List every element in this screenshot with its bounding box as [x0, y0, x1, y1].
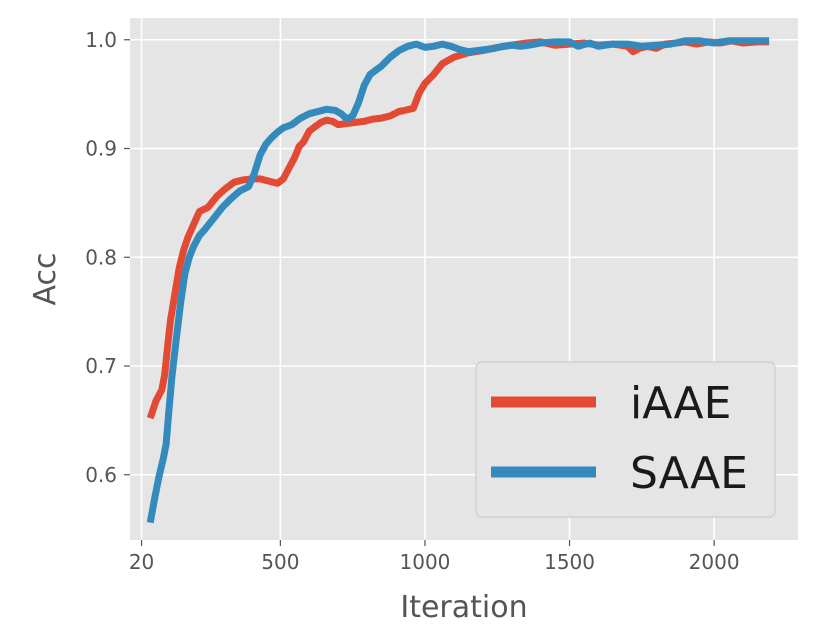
x-tick-label: 20: [129, 550, 154, 574]
y-axis-label: Acc: [28, 253, 63, 306]
y-tick-label: 0.9: [85, 137, 117, 161]
x-tick-label: 2000: [689, 550, 740, 574]
series-line-saae: [146, 37, 770, 524]
x-tick-label: 1500: [544, 550, 595, 574]
x-axis-label: Iteration: [400, 590, 527, 625]
series-lines: [146, 37, 770, 524]
x-tick-label: 1000: [400, 550, 451, 574]
legend: iAAE SAAE: [475, 361, 776, 518]
x-axis-ticks: 20 500 1000 1500 2000: [129, 540, 740, 574]
legend-label-saae: SAAE: [630, 448, 748, 499]
y-tick-label: 1.0: [85, 28, 117, 52]
legend-label-iaae: iAAE: [630, 378, 731, 429]
y-tick-label: 0.7: [85, 354, 117, 378]
x-tick-label: 500: [261, 550, 299, 574]
y-tick-label: 0.6: [85, 463, 117, 487]
y-axis-ticks: 0.6 0.7 0.8 0.9 1.0: [85, 28, 130, 487]
y-tick-label: 0.8: [85, 245, 117, 269]
